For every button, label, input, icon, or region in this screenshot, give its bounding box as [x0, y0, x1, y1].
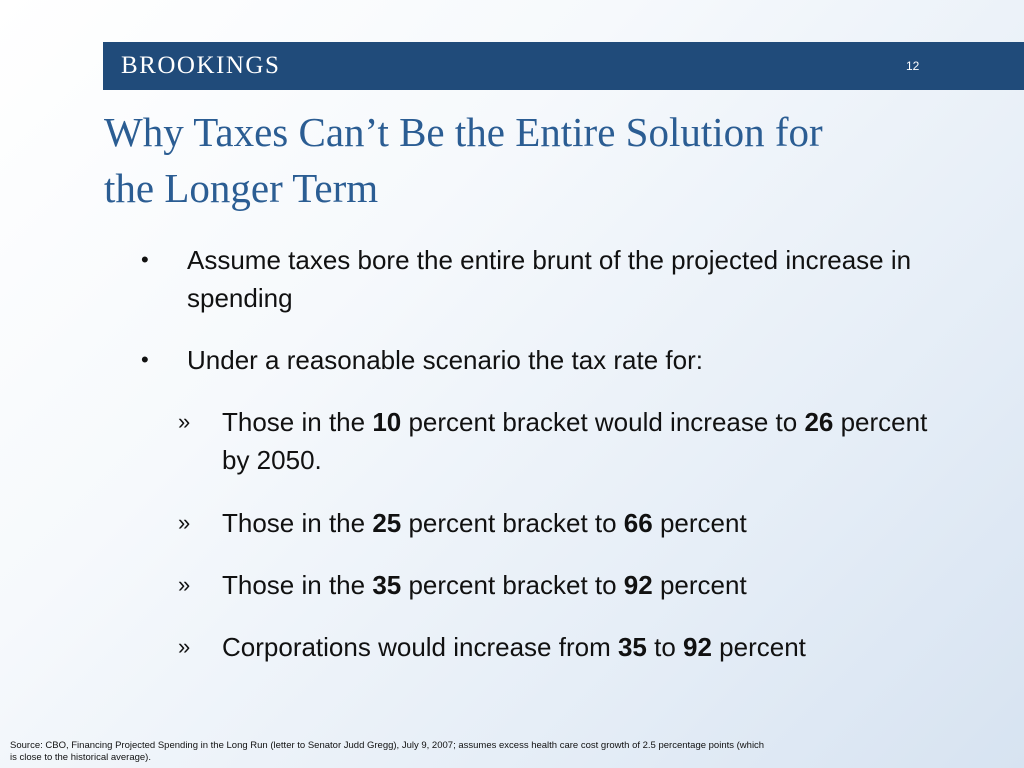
rate-value: 35: [372, 570, 402, 600]
sub-bullet-item: » Corporations would increase from 35 to…: [178, 628, 958, 666]
sub-bullet-text-part: percent bracket to: [401, 570, 624, 600]
sub-bullet-text-part: Those in the: [222, 407, 373, 437]
sub-bullet-marker: »: [178, 634, 191, 659]
rate-value: 66: [623, 508, 653, 538]
sub-bullet-marker: »: [178, 572, 191, 597]
sub-bullet-text-part: percent: [711, 632, 806, 662]
slide-title-line1: Why Taxes Can’t Be the Entire Solution f…: [104, 109, 823, 155]
bullet-marker: •: [141, 347, 149, 372]
sub-bullet-text-part: Those in the: [222, 570, 373, 600]
sub-bullet-item: » Those in the 35 percent bracket to 92 …: [178, 566, 958, 604]
sub-bullet-text: Those in the 35 percent bracket to 92 pe…: [222, 566, 958, 604]
rate-value: 35: [617, 632, 647, 662]
bullet-item: • Under a reasonable scenario the tax ra…: [141, 341, 941, 379]
sub-bullet-text-part: percent bracket to: [401, 508, 624, 538]
sub-bullet-text: Those in the 10 percent bracket would in…: [222, 403, 958, 479]
sub-bullet-text-part: percent: [652, 508, 747, 538]
bullet-text: Under a reasonable scenario the tax rate…: [187, 345, 703, 375]
rate-value: 92: [683, 632, 712, 662]
brookings-logo: BROOKINGS: [121, 52, 281, 79]
rate-value: 92: [623, 570, 653, 600]
rate-value: 10: [372, 407, 402, 437]
sub-bullet-item: » Those in the 25 percent bracket to 66 …: [178, 504, 958, 542]
slide-title-line2: the Longer Term: [104, 165, 379, 211]
source-note: Source: CBO, Financing Projected Spendin…: [10, 740, 765, 763]
sub-bullet-marker: »: [178, 409, 191, 434]
sub-bullet-text: Those in the 25 percent bracket to 66 pe…: [222, 504, 958, 542]
sub-bullet-text-part: Corporations would increase from: [222, 632, 618, 662]
rate-value: 25: [372, 508, 402, 538]
slide-title: Why Taxes Can’t Be the Entire Solution f…: [104, 104, 1019, 216]
sub-bullet-text-part: percent bracket would increase to: [401, 407, 805, 437]
sub-bullet-text-part: percent by 2050.: [222, 407, 928, 475]
sub-bullet-text-part: Those in the: [222, 508, 373, 538]
slide-number: 12: [906, 59, 920, 73]
header-bar: BROOKINGS 12: [103, 42, 1024, 90]
bullet-marker: •: [141, 247, 149, 272]
sub-bullet-text-part: percent: [652, 570, 747, 600]
sub-bullet-item: » Those in the 10 percent bracket would …: [178, 403, 958, 479]
sub-bullet-text-part: to: [646, 632, 684, 662]
bullet-text: Assume taxes bore the entire brunt of th…: [187, 245, 912, 313]
sub-bullet-text: Corporations would increase from 35 to 9…: [222, 628, 958, 666]
sub-bullet-marker: »: [178, 510, 191, 535]
bullet-item: • Assume taxes bore the entire brunt of …: [141, 241, 941, 317]
rate-value: 26: [804, 407, 834, 437]
